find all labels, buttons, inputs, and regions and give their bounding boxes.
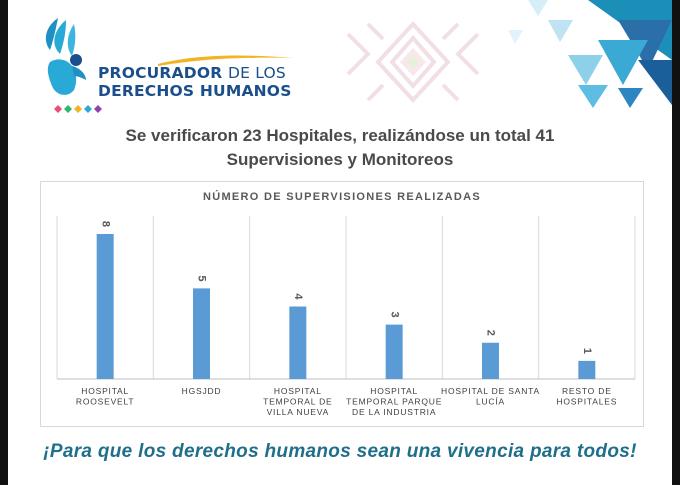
- category-label: HOSPITALES: [556, 397, 617, 407]
- category-label: HOSPITAL DE SANTA: [441, 386, 540, 396]
- bar: [482, 342, 499, 379]
- data-label: 3: [388, 312, 400, 318]
- bar-chart: NÚMERO DE SUPERVISIONES REALIZADAS 8 HOSP…: [40, 181, 644, 427]
- data-label: 4: [292, 293, 304, 300]
- bar: [385, 324, 403, 379]
- category-label: VILLA NUEVA: [267, 407, 330, 417]
- category-label: HOSPITAL: [274, 386, 322, 396]
- category-label: ROOSEVELT: [76, 397, 135, 407]
- data-label: 2: [485, 330, 497, 336]
- slide: PROCURADOR DE LOS DERECHOS HUMANOS: [8, 0, 672, 485]
- chart-plot: 8HOSPITALROOSEVELT5HGSJDD4HOSPITALTEMPOR…: [56, 216, 636, 417]
- logo-line1-tail: DE LOS: [227, 64, 286, 82]
- headline-line1: Se verificaron 23 Hospitales, realizándo…: [125, 126, 555, 145]
- headline: Se verificaron 23 Hospitales, realizándo…: [8, 124, 672, 172]
- category-label: DE LA INDUSTRIA: [352, 407, 436, 417]
- logo-swoosh-icon: [158, 55, 294, 66]
- category-label: HOSPITAL: [81, 386, 129, 396]
- category-label: LUCÍA: [476, 397, 505, 407]
- logo-text: PROCURADOR DE LOS DERECHOS HUMANOS: [98, 64, 292, 100]
- bar: [96, 234, 114, 379]
- data-label: 1: [581, 348, 593, 354]
- bar: [289, 306, 307, 379]
- slogan: ¡Para que los derechos humanos sean una …: [43, 441, 637, 462]
- category-label: TEMPORAL PARQUE: [346, 397, 442, 407]
- category-label: HGSJDD: [182, 386, 222, 396]
- chart-title: NÚMERO DE SUPERVISIONES REALIZADAS: [202, 191, 482, 203]
- data-label: 5: [196, 275, 208, 281]
- bar: [193, 288, 210, 379]
- logo-line2: DERECHOS HUMANOS: [98, 82, 292, 100]
- pdh-logo: PROCURADOR DE LOS DERECHOS HUMANOS: [36, 14, 294, 114]
- logo-figure-icon: [45, 18, 86, 95]
- logo-pattern-icon: [54, 105, 102, 113]
- headline-line2: Supervisiones y Monitoreos: [226, 150, 454, 169]
- triangles-decoration-icon: [508, 0, 672, 108]
- category-label: TEMPORAL DE: [263, 397, 332, 407]
- data-label: 8: [99, 221, 111, 227]
- category-label: HOSPITAL: [370, 386, 418, 396]
- logo-line1-main: PROCURADOR: [98, 64, 223, 82]
- bar: [578, 360, 596, 379]
- woven-pattern-icon: [346, 21, 480, 103]
- category-label: RESTO DE: [562, 386, 612, 396]
